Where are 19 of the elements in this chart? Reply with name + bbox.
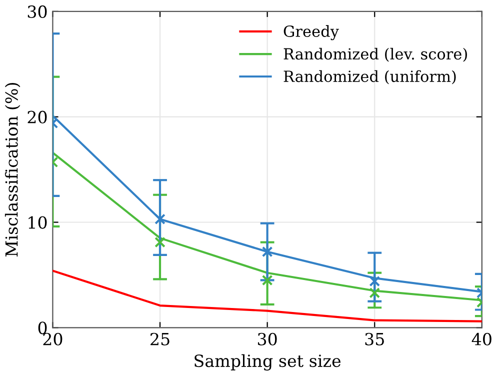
y-tick-label: 20: [28, 110, 47, 124]
x-tick-label: 30: [258, 332, 277, 346]
x-tick-label: 25: [150, 332, 170, 346]
point: [154, 214, 166, 225]
x-tick-label: 35: [365, 332, 384, 346]
point: [262, 246, 273, 258]
x-tick-label: 40: [472, 332, 492, 346]
y-axis-title: Misclassification (%): [4, 83, 20, 257]
y-tick-label: 30: [28, 5, 47, 18]
x-tick-label: 20: [43, 332, 62, 346]
y-tick-label: 0: [38, 322, 47, 334]
legend-label: Greedy: [284, 25, 339, 40]
line-series: [52, 270, 482, 322]
legend-label: Randomized (uniform): [284, 70, 456, 84]
x-axis-title: Sampling set size: [194, 354, 341, 371]
point: [154, 236, 166, 248]
point: [262, 274, 273, 286]
y-tick-label: 10: [28, 216, 47, 229]
legend-label: Randomized (lev. score): [284, 48, 467, 62]
